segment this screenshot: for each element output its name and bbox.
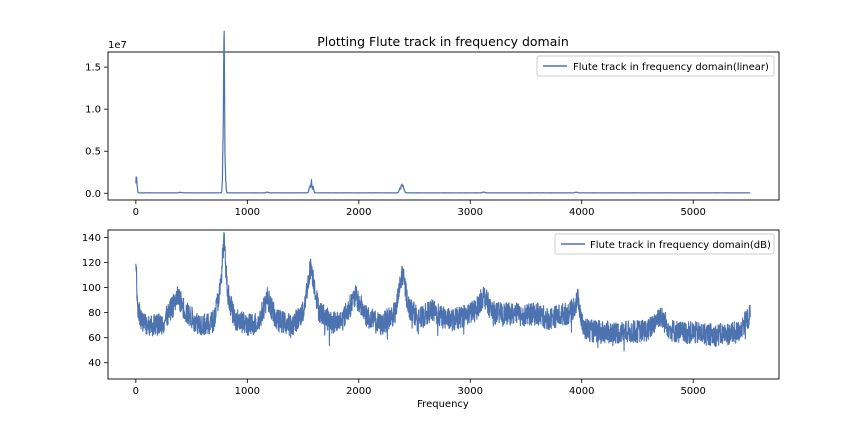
bottom-legend: Flute track in frequency domain(dB) [554, 233, 775, 255]
top-y-ticks: 0.0 0.5 1.0 1.5 [85, 63, 108, 200]
x-tick-label: 2000 [346, 386, 371, 397]
bottom-y-ticks: 40 60 80 100 120 140 [82, 233, 108, 369]
top-legend-box [536, 55, 775, 77]
bottom-legend-box [554, 233, 775, 255]
x-tick-label: 5000 [680, 386, 705, 397]
x-tick-label: 3000 [458, 207, 483, 218]
top-axes-frame [107, 51, 780, 201]
top-axes: 1e7 0 1000 2000 3000 4000 5000 0.0 0.5 1.0 1.5 F… [85, 30, 780, 218]
y-tick-label: 140 [82, 233, 101, 244]
x-tick-label: 1000 [235, 207, 260, 218]
x-tick-label: 1000 [235, 386, 260, 397]
bottom-legend-label: Flute track in frequency domain(dB) [590, 240, 771, 251]
bottom-x-ticks: 0 1000 2000 3000 4000 5000 [133, 379, 706, 397]
x-tick-label: 3000 [458, 386, 483, 397]
y-tick-label: 120 [82, 258, 101, 269]
y-tick-label: 0.0 [85, 189, 101, 200]
x-tick-label: 5000 [680, 207, 705, 218]
top-legend-label: Flute track in frequency domain(linear) [573, 62, 769, 73]
bottom-series-line-db [135, 231, 751, 352]
y-tick-label: 60 [88, 333, 101, 344]
y-tick-label: 1.0 [85, 105, 101, 116]
x-tick-label: 4000 [569, 386, 594, 397]
x-tick-label: 0 [133, 386, 139, 397]
top-x-ticks: 0 1000 2000 3000 4000 5000 [133, 200, 706, 218]
y-tick-label: 0.5 [85, 147, 101, 158]
top-series-line-linear [135, 30, 751, 194]
bottom-axes-frame [107, 229, 780, 380]
x-axis-label: Frequency [417, 399, 469, 410]
y-tick-label: 1.5 [85, 63, 101, 74]
y-tick-label: 80 [88, 308, 101, 319]
x-tick-label: 0 [133, 207, 139, 218]
x-tick-label: 2000 [346, 207, 371, 218]
y-tick-label: 100 [82, 283, 101, 294]
top-y-scale-label: 1e7 [108, 40, 127, 51]
x-tick-label: 4000 [569, 207, 594, 218]
figure-title: Plotting Flute track in frequency domain [317, 34, 569, 49]
y-tick-label: 40 [88, 358, 101, 369]
bottom-axes: 0 1000 2000 3000 4000 5000 40 60 80 100 120 140 Fl… [82, 229, 780, 410]
top-legend: Flute track in frequency domain(linear) [536, 55, 775, 77]
